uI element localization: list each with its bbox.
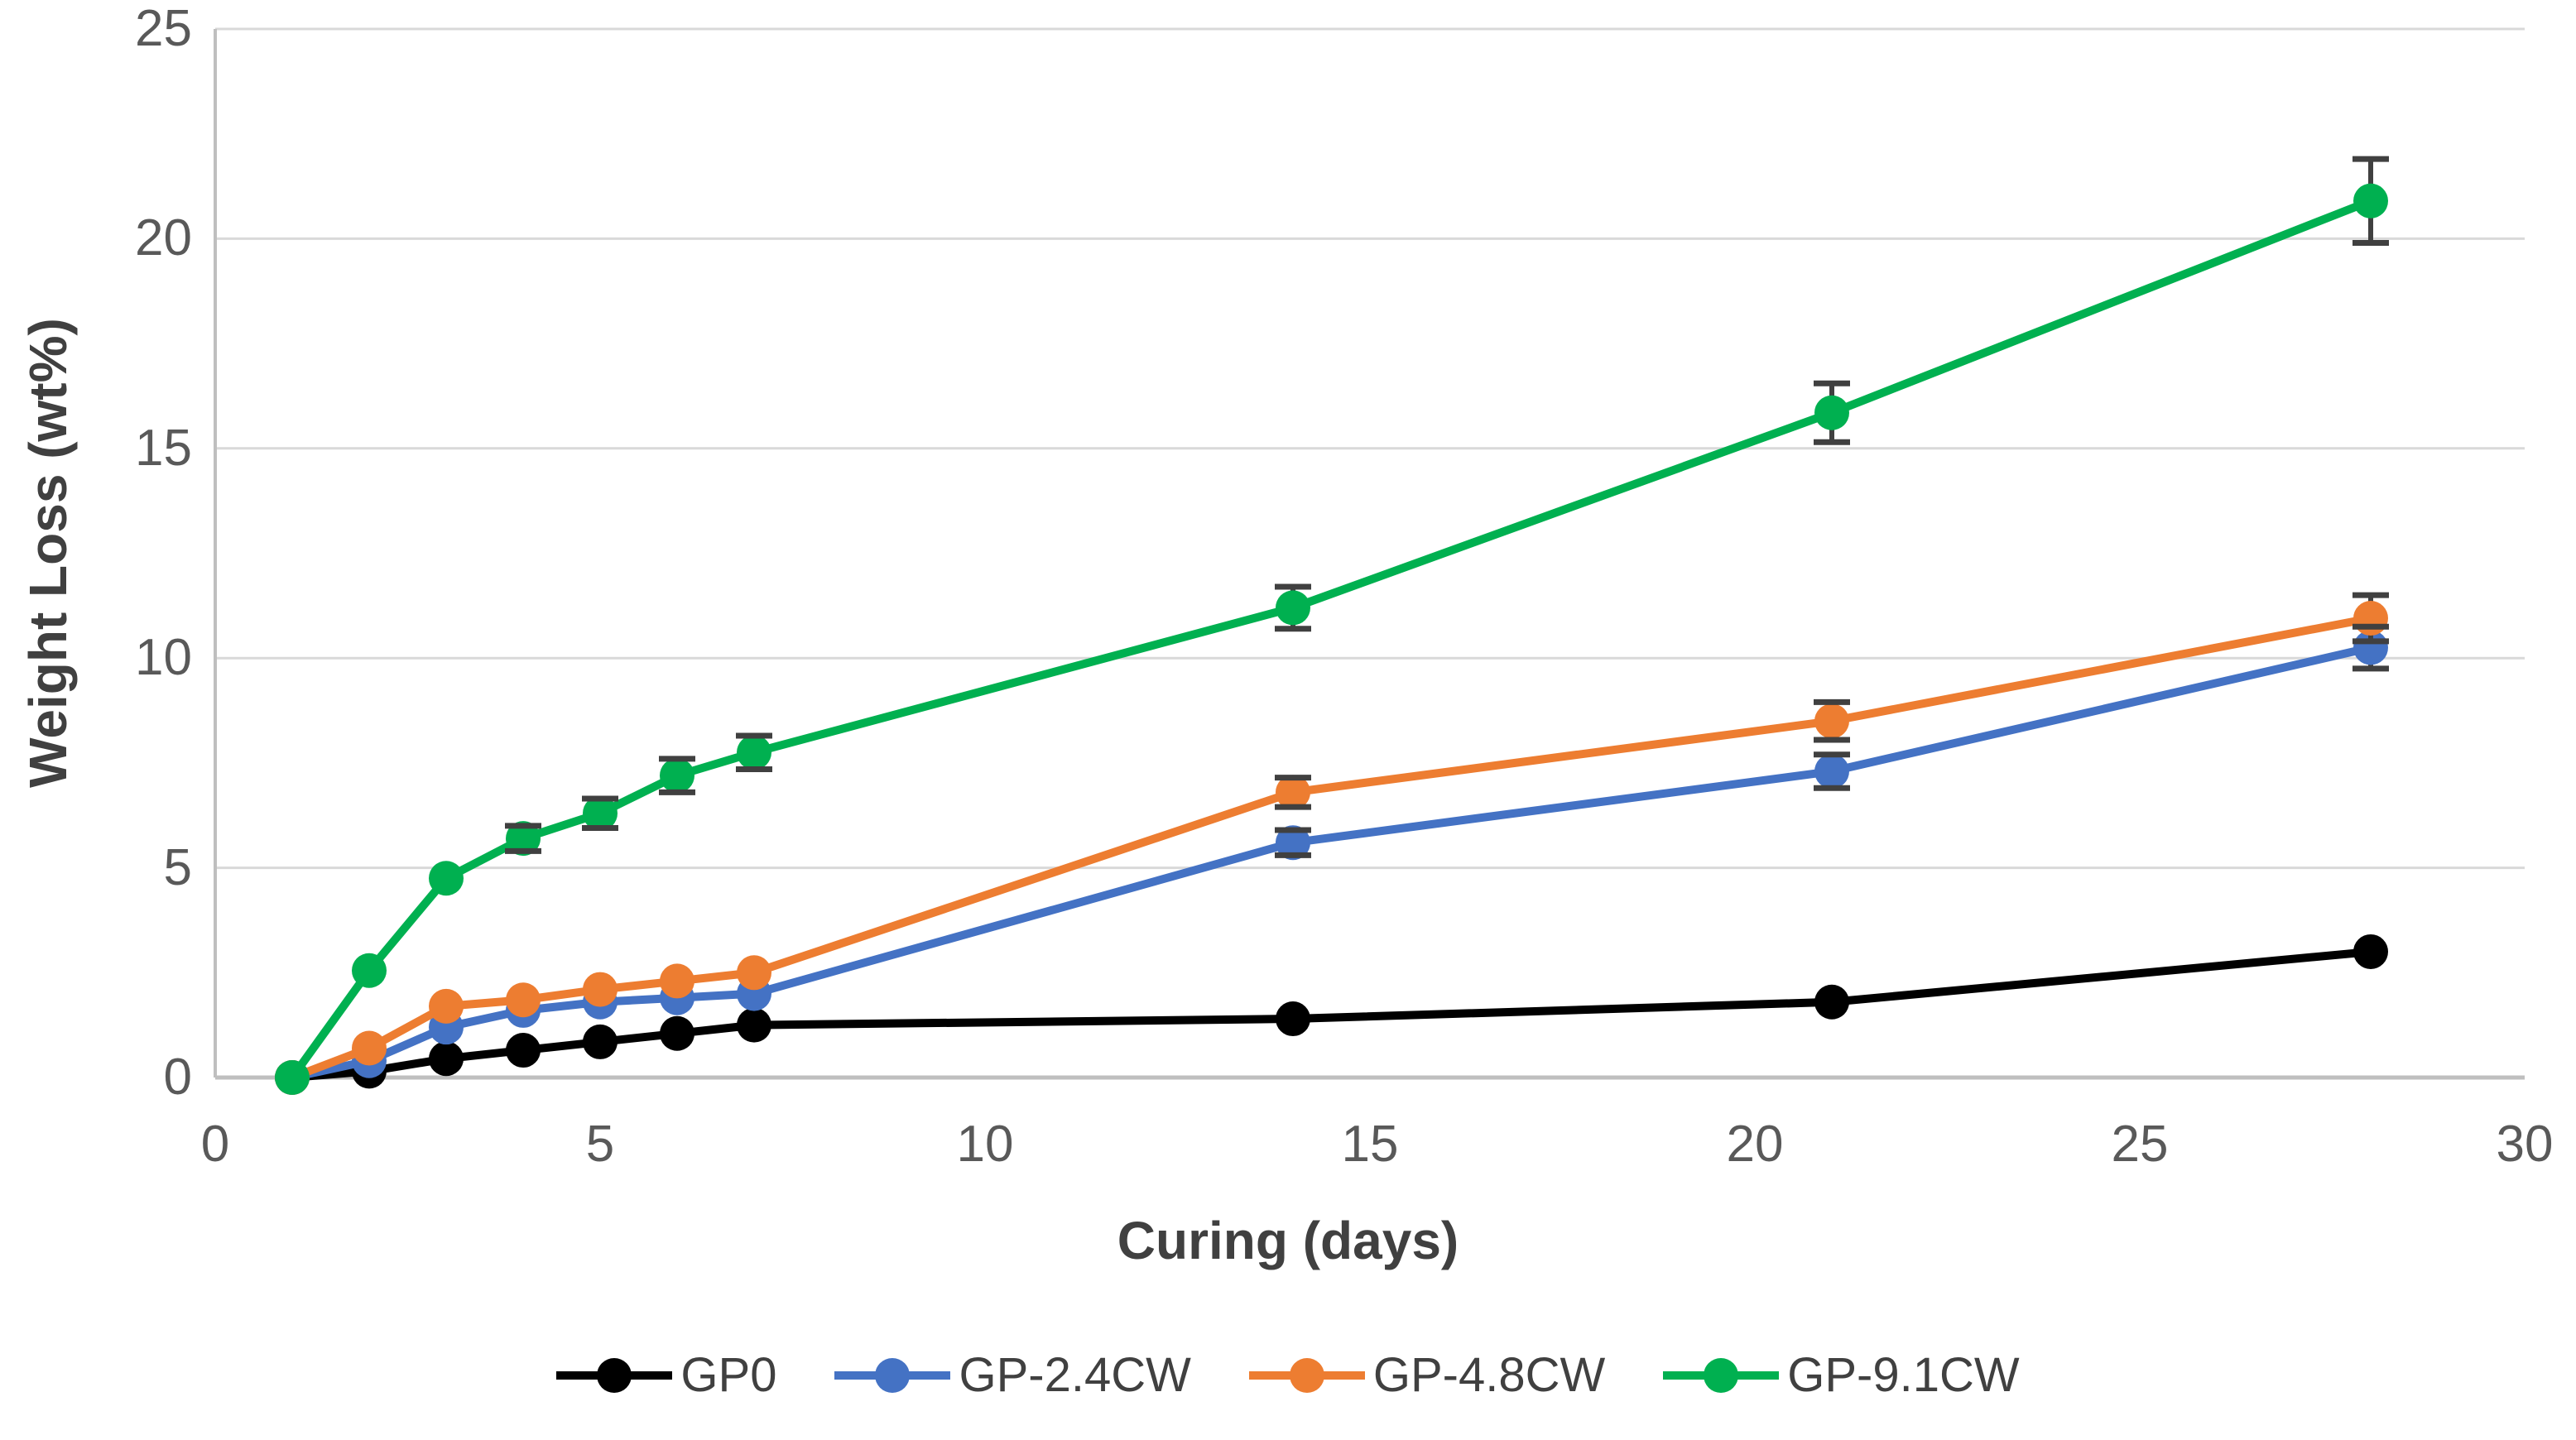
series-line-GP-4.8CW (288, 614, 2375, 1082)
data-point-marker (737, 955, 771, 991)
data-point-marker (506, 1033, 541, 1068)
y-tick-label: 25 (135, 0, 192, 57)
x-tick-label: 20 (1726, 1116, 1784, 1173)
legend-item-GP0: GP0 (556, 1347, 776, 1403)
data-point-marker (1814, 754, 1849, 790)
data-point-marker (660, 963, 694, 999)
data-point-marker (660, 1015, 694, 1051)
data-point-marker (1276, 1001, 1310, 1037)
legend-item-label: GP0 (680, 1348, 777, 1402)
data-point-marker (429, 988, 464, 1024)
series-line-GP-9.1CW (288, 196, 2375, 1082)
data-point-marker (1814, 395, 1849, 430)
data-point-marker (2353, 183, 2388, 218)
data-point-marker (2353, 601, 2388, 636)
y-tick-label: 10 (135, 629, 192, 687)
x-tick-label: 0 (200, 1116, 230, 1173)
x-tick-label: 5 (585, 1116, 615, 1173)
legend-item-label: GP-4.8CW (1372, 1348, 1606, 1402)
data-point-marker (583, 972, 618, 1007)
data-point-marker (352, 1030, 387, 1066)
legend-marker-icon (1248, 1357, 1365, 1393)
data-point-marker (1276, 775, 1310, 810)
data-point-marker (1814, 703, 1849, 739)
data-point-marker (1814, 984, 1849, 1020)
data-point-marker (583, 795, 618, 831)
legend-marker-icon (1663, 1357, 1780, 1393)
data-point-marker (275, 1060, 310, 1095)
x-tick-label: 25 (2111, 1116, 2169, 1173)
data-point-marker (737, 1007, 771, 1043)
data-point-marker (429, 1041, 464, 1077)
legend-marker-icon (556, 1357, 673, 1393)
legend-item-GP-4.8CW: GP-4.8CW (1248, 1347, 1606, 1403)
legend-item-label: GP-2.4CW (959, 1348, 1191, 1402)
y-tick-label: 0 (163, 1049, 192, 1106)
data-point-marker (1276, 590, 1310, 626)
x-tick-label: 15 (1341, 1116, 1399, 1173)
data-point-marker (506, 821, 541, 857)
y-tick-label: 20 (135, 209, 192, 267)
data-point-marker (660, 758, 694, 794)
x-tick-label: 30 (2496, 1116, 2554, 1173)
data-point-marker (506, 982, 541, 1018)
x-tick-label: 10 (956, 1116, 1014, 1173)
y-tick-label: 15 (135, 419, 192, 477)
legend-item-label: GP-9.1CW (1787, 1348, 2020, 1402)
y-tick-label: 5 (163, 838, 192, 896)
data-point-marker (583, 1024, 618, 1059)
data-point-marker (1276, 825, 1310, 861)
legend-item-GP-2.4CW: GP-2.4CW (834, 1347, 1191, 1403)
legend-item-GP-9.1CW: GP-9.1CW (1663, 1347, 2020, 1403)
series-line-GP0 (288, 947, 2375, 1082)
data-point-marker (429, 861, 464, 896)
y-axis-title: Weight Loss (wt%) (18, 318, 78, 788)
data-point-marker (737, 735, 771, 770)
data-point-marker (352, 953, 387, 988)
x-axis-title: Curing (days) (1117, 1211, 1459, 1270)
legend-marker-icon (834, 1357, 951, 1393)
series-line-GP-2.4CW (288, 643, 2375, 1082)
data-point-marker (2353, 934, 2388, 969)
legend: GP0 GP-2.4CW GP-4.8CW GP-9.1CW (0, 1347, 2576, 1403)
